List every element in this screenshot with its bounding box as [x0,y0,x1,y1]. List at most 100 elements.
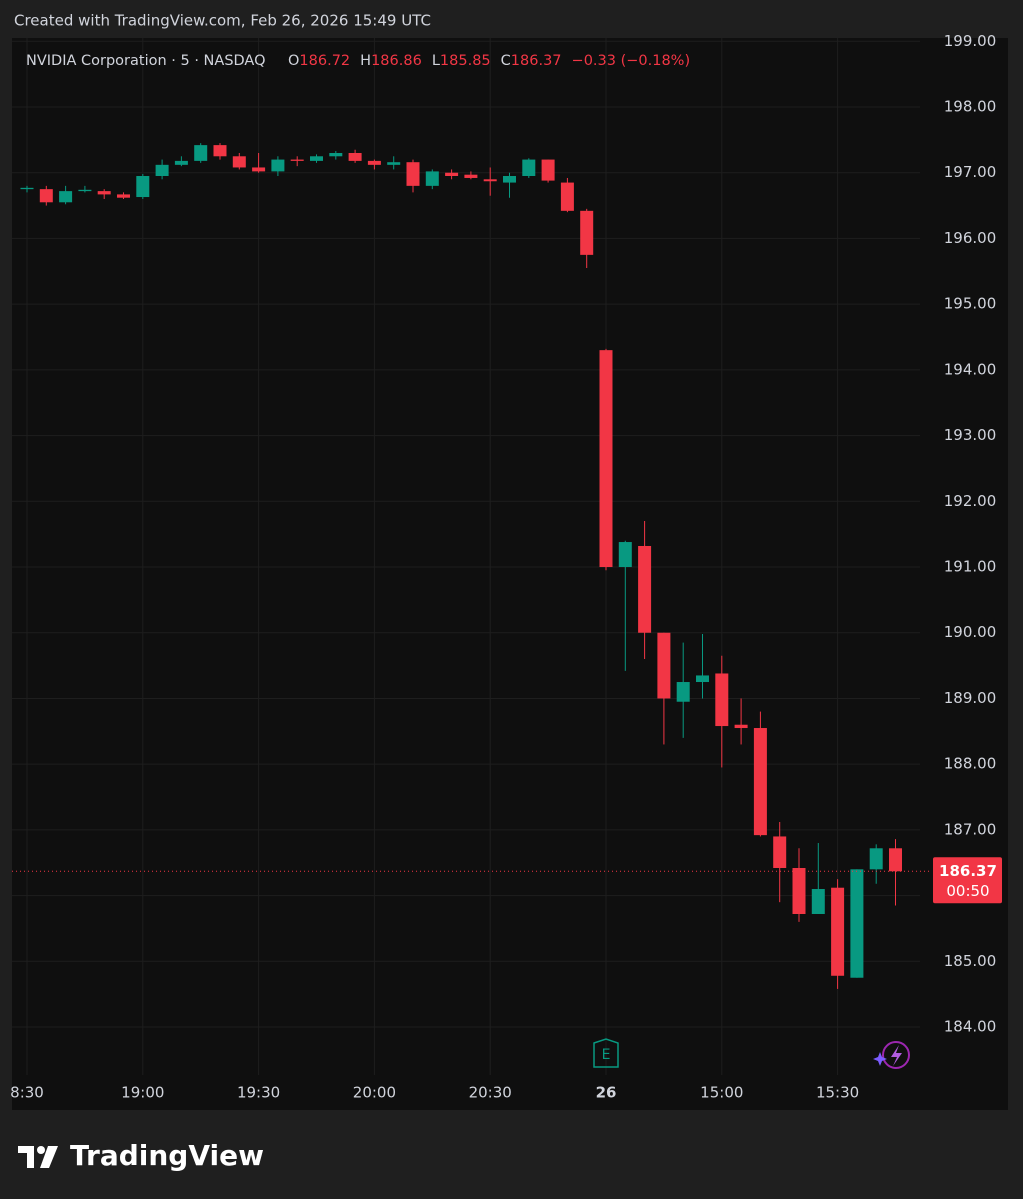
candle-body [252,167,266,172]
x-tick-label: 8:30 [10,1084,44,1102]
candle-body [464,174,478,178]
candle-body [696,675,709,683]
x-tick-label: 26 [596,1084,617,1102]
symbol-title: NVIDIA Corporation · 5 · NASDAQ [26,53,266,69]
grid [12,38,920,1075]
y-tick-label: 191.00 [944,558,997,576]
logo-part [37,1146,45,1154]
ohlc-key: H [360,53,371,69]
y-tick-label: 190.00 [944,623,997,641]
y-tick-label: 198.00 [944,98,997,116]
x-tick-label: 20:30 [469,1084,512,1102]
icon-circle [882,1041,910,1069]
y-tick-label: 194.00 [944,360,997,378]
brand-logo: TradingView [18,1139,264,1172]
candle-body [194,145,208,161]
candle-body [792,867,806,914]
candle-body [310,156,323,161]
candle-body [406,162,420,186]
candle-body [676,682,690,702]
candle-body [367,160,381,165]
candle-body [232,156,246,168]
candle-body [522,159,536,177]
candle-body [560,182,574,211]
candle-body [78,189,92,192]
candle-body [811,889,825,914]
candle-body [290,159,304,161]
candle-body [638,545,652,633]
y-tick-label: 184.00 [944,1018,997,1036]
candle-body [869,848,883,870]
ohlc-key: O [288,53,299,69]
ohlc-value: 186.37 [511,53,562,69]
candle-body [541,159,555,181]
candle-body [39,189,53,203]
x-tick-label: 19:30 [237,1084,280,1102]
y-tick-label: 195.00 [944,295,997,313]
icon-bolt [891,1045,902,1066]
y-tick-label: 189.00 [944,689,997,707]
candle-body [753,728,767,836]
y-tick-label: 196.00 [944,229,997,247]
candle-body [618,542,632,568]
candle-body [580,210,594,255]
candle-body [136,176,150,198]
candle-body [599,350,613,568]
candle-body [773,836,787,868]
labels: 184.00185.00186.00187.00188.00189.00190.… [10,32,1002,1102]
ohlc-value: 186.72 [299,53,350,69]
x-tick-label: 15:00 [700,1084,743,1102]
last-price-tag [933,857,1002,904]
brand-name: TradingView [70,1139,264,1172]
earnings-badge [593,1038,619,1068]
y-tick-label: 192.00 [944,492,997,510]
logo-part [40,1146,58,1168]
candle-body [97,191,111,195]
earnings-label: E [602,1047,611,1063]
x-tick-label: 19:00 [121,1084,164,1102]
ohlc-key: L [432,53,440,69]
candle-body [59,191,73,203]
candle-body [425,171,439,186]
candle-body [117,194,130,198]
x-tick-label: 15:30 [816,1084,859,1102]
earnings-marker: E [593,1038,619,1068]
candle-body [734,724,748,729]
candle-body [329,153,343,157]
change-value: −0.33 (−0.18%) [572,53,691,69]
candle-body [483,179,497,182]
last-price-label: 186.37 [939,862,997,880]
ohlc-value: 186.86 [371,53,422,69]
candle-body [387,162,401,165]
x-tick-label: 20:00 [353,1084,396,1102]
y-tick-label: 197.00 [944,163,997,181]
candle-body [831,887,845,976]
candle-body [213,145,227,157]
candle-body [271,159,285,172]
candles [12,143,932,989]
logo-part [18,1146,34,1168]
candle-body [503,176,516,183]
candle-body [657,632,671,699]
candle-body [348,153,362,161]
candle-body [715,673,729,727]
candle-body [174,160,188,165]
candle-body [850,869,864,978]
y-tick-label: 193.00 [944,426,997,444]
y-tick-label: 187.00 [944,820,997,838]
candle-body [889,848,902,872]
icon-sparkle [873,1052,887,1066]
ohlc-value: 185.85 [440,53,491,69]
candle-body [445,172,459,177]
caption: Created with TradingView.com, Feb 26, 20… [14,12,431,30]
y-tick-label: 185.00 [944,952,997,970]
ohlc-readout: O186.72 H186.86 L185.85 C186.37 −0.33 (−0.18… [288,53,690,69]
lightning-icon [873,1041,910,1069]
ohlc-key: C [501,53,511,69]
countdown-label: 00:50 [946,882,989,900]
candle-body [155,164,169,177]
y-tick-label: 188.00 [944,755,997,773]
y-tick-label: 199.00 [944,32,997,50]
